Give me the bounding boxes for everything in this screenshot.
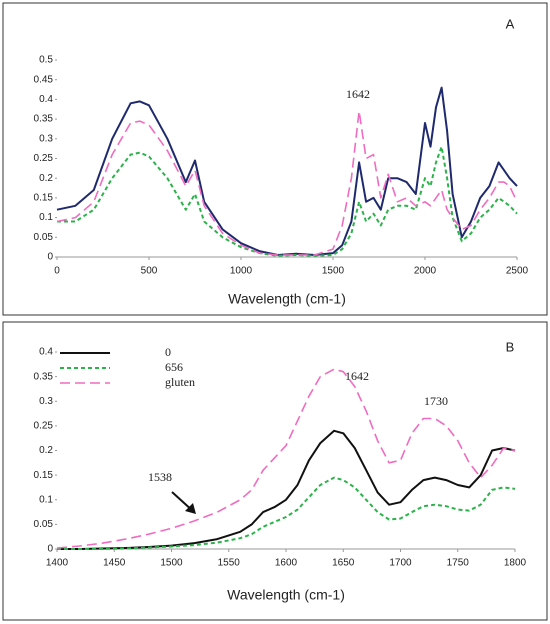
x-tick-label: 1800 [504, 558, 527, 569]
y-tick-label: 0.05 [34, 519, 54, 530]
y-tick-label: 0.4 [39, 94, 53, 105]
x-tick-label: 1500 [160, 558, 183, 569]
x-tick-label: 1400 [46, 558, 69, 569]
annotation-arrowhead [185, 503, 196, 514]
series-line [56, 110, 518, 256]
annotation: 1730 [424, 394, 448, 408]
y-tick-label: 0.1 [39, 212, 53, 223]
y-tick-label: 0.4 [39, 347, 53, 358]
series-line [57, 145, 518, 257]
legend-label: 0 [165, 345, 171, 359]
y-tick-label: 0.5 [39, 55, 53, 66]
y-tick-label: 0.25 [34, 153, 54, 164]
x-tick-label: 1000 [230, 266, 253, 277]
panel-label: B [506, 339, 515, 354]
series-line [57, 429, 516, 550]
panel-frame [2, 2, 548, 316]
annotation: 1642 [345, 369, 369, 383]
x-axis-label: Wavelength (cm-1) [227, 587, 345, 603]
y-tick-label: 0 [47, 544, 53, 555]
y-tick-label: 0.3 [39, 133, 53, 144]
annotation: 1538 [148, 470, 172, 484]
x-tick-label: 2000 [414, 266, 437, 277]
x-tick-label: 1700 [389, 558, 412, 569]
x-tick-label: 1600 [275, 558, 298, 569]
x-tick-label: 2500 [506, 266, 529, 277]
y-tick-label: 0.2 [39, 445, 53, 456]
legend-label: 656 [165, 360, 183, 374]
y-tick-label: 0.05 [34, 232, 54, 243]
y-tick-label: 0.15 [34, 193, 54, 204]
annotation: 1642 [346, 87, 370, 101]
x-axis-label: Wavelength (cm-1) [228, 291, 346, 307]
x-tick-label: 0 [54, 266, 60, 277]
x-tick-label: 1550 [218, 558, 241, 569]
y-tick-label: 0 [47, 252, 53, 263]
legend-label: gluten [165, 375, 195, 389]
x-tick-label: 1500 [322, 266, 345, 277]
x-tick-label: 1450 [103, 558, 126, 569]
x-tick-label: 500 [141, 266, 158, 277]
x-tick-label: 1750 [447, 558, 470, 569]
y-tick-label: 0.15 [34, 470, 54, 481]
panel-label: A [506, 16, 515, 31]
y-tick-label: 0.2 [39, 173, 53, 184]
y-tick-label: 0.35 [34, 114, 54, 125]
y-tick-label: 0.1 [39, 494, 53, 505]
y-tick-label: 0.45 [34, 74, 54, 85]
y-tick-label: 0.3 [39, 396, 53, 407]
y-tick-label: 0.35 [34, 371, 54, 382]
panel-frame [2, 321, 548, 621]
x-tick-label: 1650 [332, 558, 355, 569]
series-line [57, 476, 516, 550]
series-line [56, 368, 516, 549]
y-tick-label: 0.25 [34, 421, 54, 432]
series-line [56, 86, 518, 256]
